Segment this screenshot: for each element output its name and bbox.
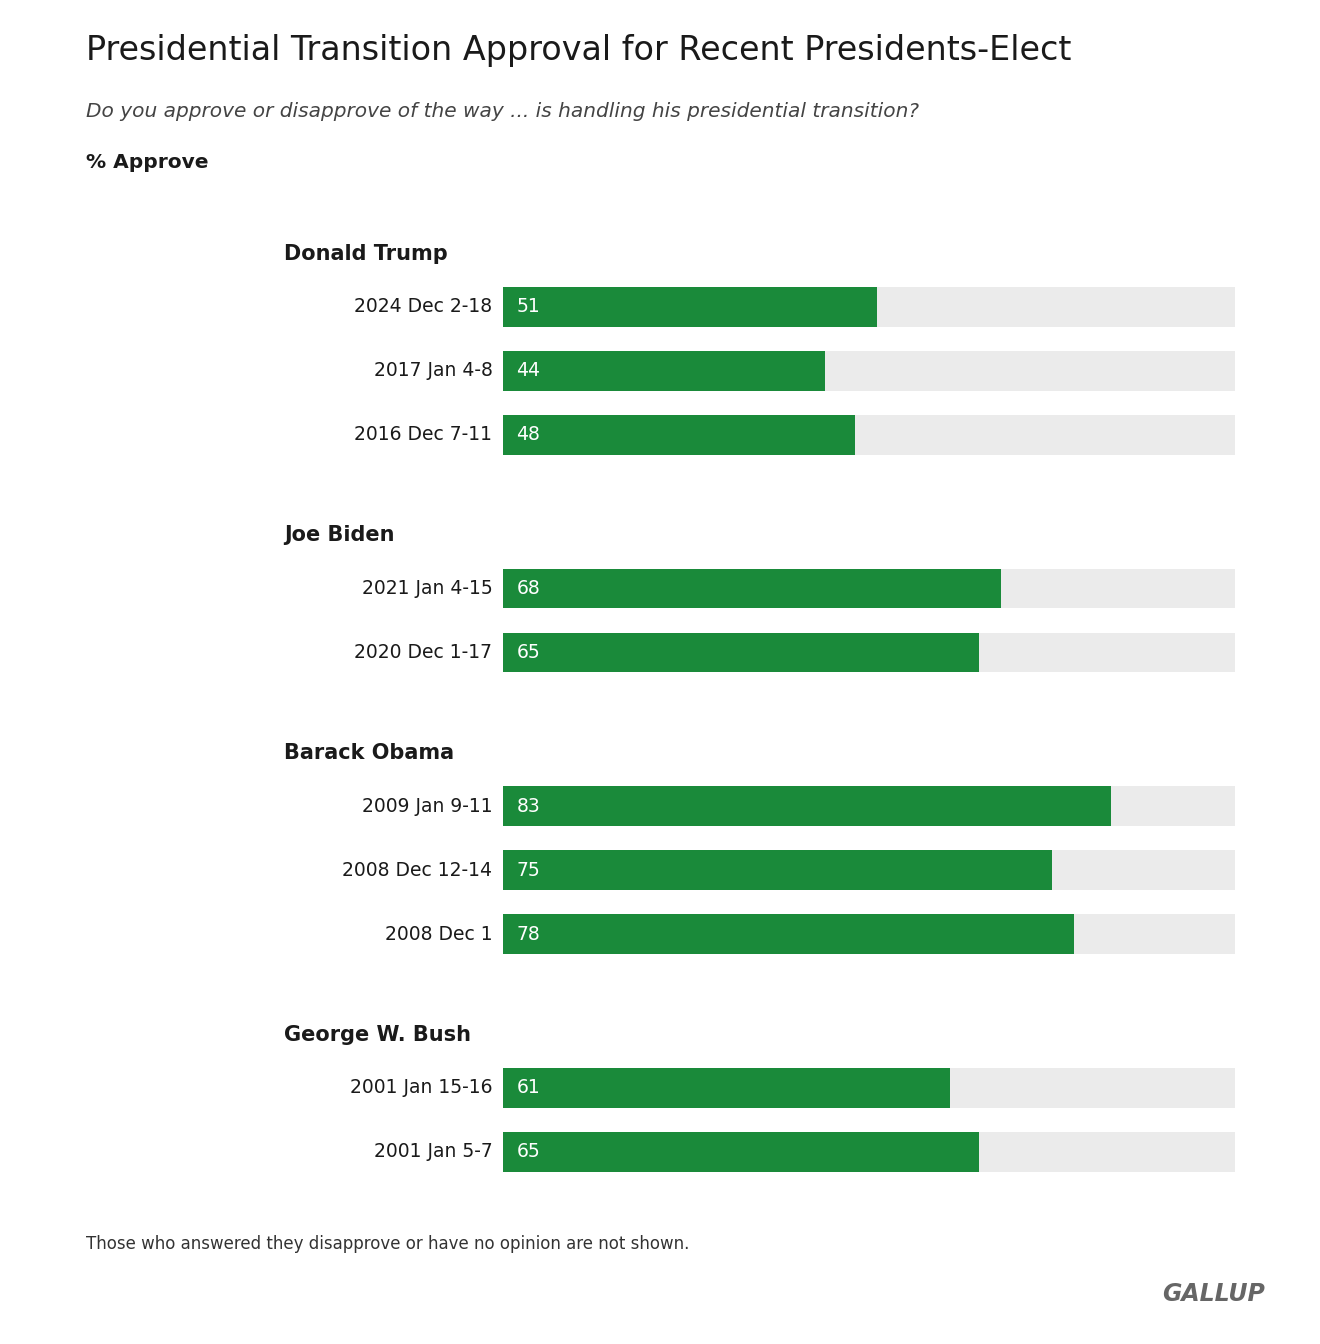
Text: Presidential Transition Approval for Recent Presidents-Elect: Presidential Transition Approval for Rec… [86, 34, 1071, 67]
Bar [503, 569, 1236, 609]
Text: 2021 Jan 4-15: 2021 Jan 4-15 [362, 579, 492, 598]
Bar [503, 914, 1236, 954]
Text: 2009 Jan 9-11: 2009 Jan 9-11 [362, 797, 492, 816]
Bar [503, 633, 979, 672]
Bar [503, 1068, 950, 1107]
Bar [503, 1068, 1236, 1107]
Text: 2017 Jan 4-8: 2017 Jan 4-8 [374, 362, 492, 380]
Text: 44: 44 [516, 362, 541, 380]
Bar [503, 569, 1001, 609]
Bar [503, 351, 825, 391]
Text: 65: 65 [516, 644, 540, 663]
Text: 2001 Jan 5-7: 2001 Jan 5-7 [374, 1142, 492, 1161]
Text: Donald Trump: Donald Trump [284, 243, 447, 263]
Text: George W. Bush: George W. Bush [284, 1024, 471, 1044]
Text: 48: 48 [516, 426, 540, 445]
Bar [503, 914, 1074, 954]
Bar [503, 786, 1111, 827]
Bar [503, 633, 1236, 672]
Text: 2008 Dec 12-14: 2008 Dec 12-14 [342, 860, 492, 880]
Bar [503, 415, 854, 454]
Bar [503, 351, 1236, 391]
Text: 2016 Dec 7-11: 2016 Dec 7-11 [354, 426, 492, 445]
Bar [503, 1132, 1236, 1172]
Bar [503, 288, 1236, 327]
Text: 75: 75 [516, 860, 540, 880]
Bar [503, 415, 1236, 454]
Text: 83: 83 [516, 797, 540, 816]
Text: 78: 78 [516, 925, 540, 943]
Text: 51: 51 [516, 297, 540, 316]
Text: 2008 Dec 1: 2008 Dec 1 [384, 925, 492, 943]
Text: % Approve: % Approve [86, 153, 209, 172]
Text: 65: 65 [516, 1142, 540, 1161]
Text: Those who answered they disapprove or have no opinion are not shown.: Those who answered they disapprove or ha… [86, 1235, 689, 1253]
Text: GALLUP: GALLUP [1162, 1282, 1265, 1306]
Text: Do you approve or disapprove of the way ... is handling his presidential transit: Do you approve or disapprove of the way … [86, 102, 919, 121]
Text: 68: 68 [516, 579, 540, 598]
Bar [503, 851, 1236, 890]
Text: 2024 Dec 2-18: 2024 Dec 2-18 [354, 297, 492, 316]
Bar [503, 288, 876, 327]
Bar [503, 1132, 979, 1172]
Text: Joe Biden: Joe Biden [284, 526, 395, 546]
Text: Barack Obama: Barack Obama [284, 743, 454, 763]
Bar [503, 851, 1052, 890]
Text: 61: 61 [516, 1078, 540, 1098]
Bar [503, 786, 1236, 827]
Text: 2001 Jan 15-16: 2001 Jan 15-16 [350, 1078, 492, 1098]
Text: 2020 Dec 1-17: 2020 Dec 1-17 [354, 644, 492, 663]
